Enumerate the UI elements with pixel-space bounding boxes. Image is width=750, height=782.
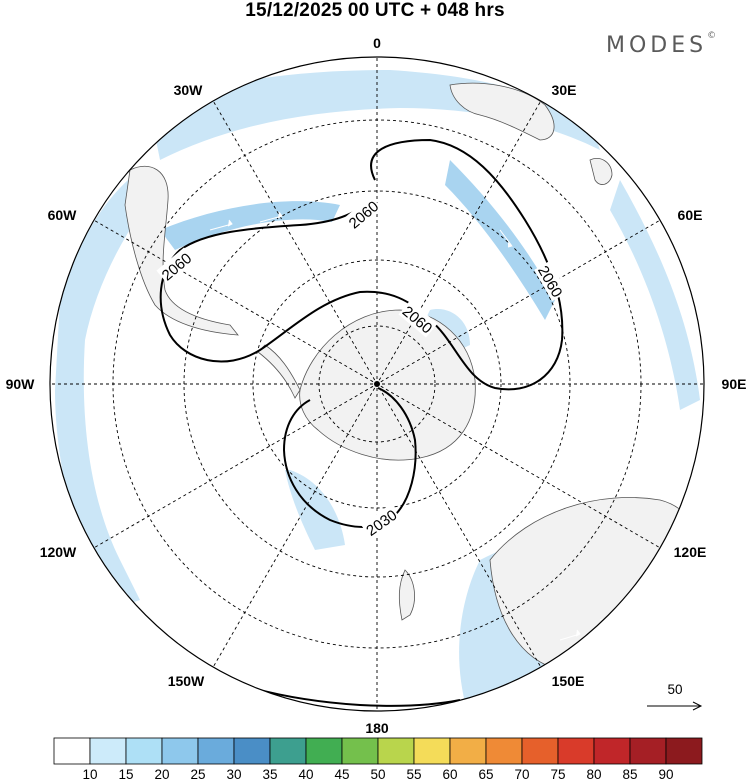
colorbar-swatch (125, 737, 163, 765)
reference-vector: 50 (647, 682, 703, 711)
map-border (49, 56, 705, 712)
colorbar-tick-label: 65 (478, 767, 493, 782)
longitude-label: 60W (48, 207, 78, 223)
wind-band-indian-outer (610, 180, 700, 410)
longitude-labels: 0 30E 60E 90E 120E 150E 180 150W 120W 90… (6, 35, 747, 736)
colorbar-tick-label: 55 (406, 767, 421, 782)
colorbar-tick-label: 35 (262, 767, 277, 782)
wind-arrow (639, 594, 661, 606)
wind-jet-indian (445, 160, 555, 320)
new-zealand (398, 569, 415, 621)
colorbar-swatch (377, 737, 415, 765)
colorbar-swatch (521, 737, 559, 765)
longitude-label: 60E (678, 207, 703, 223)
colorbar-swatch (593, 737, 631, 765)
colorbar-swatch (449, 737, 487, 765)
south-pole-dot (374, 381, 380, 387)
colorbar-tick-label: 45 (334, 767, 349, 782)
colorbar-tick-label: 50 (370, 767, 385, 782)
colorbar-swatch (485, 737, 523, 765)
reference-arrowhead (692, 701, 703, 711)
longitude-label: 150E (552, 673, 585, 689)
brand-name: MODES (606, 33, 708, 58)
longitude-label: 90E (722, 376, 747, 392)
colorbar-tick-label: 70 (514, 767, 529, 782)
longitude-label: 150W (168, 673, 205, 689)
longitude-label: 120W (40, 544, 77, 560)
colorbar-tick-label: 20 (154, 767, 169, 782)
colorbar-swatch (53, 737, 91, 765)
colorbar-swatch (161, 737, 199, 765)
colorbar-swatch (233, 737, 271, 765)
map-disk (50, 57, 704, 711)
wind-arrow (209, 219, 233, 231)
longitude-label: 30E (552, 82, 577, 98)
colorbar-swatch (665, 737, 703, 765)
wind-arrow (499, 229, 514, 248)
colorbar-tick-label: 25 (190, 767, 205, 782)
wind-arrow (559, 629, 581, 641)
colorbar-tick-label: 15 (118, 767, 133, 782)
colorbar-tick-label: 60 (442, 767, 457, 782)
colorbar-swatch (341, 737, 379, 765)
colorbar-swatch (305, 737, 343, 765)
colorbar-swatch (197, 737, 235, 765)
colorbar-swatch (557, 737, 595, 765)
colorbar-swatch (629, 737, 667, 765)
land-masses (124, 82, 704, 673)
colorbar-tick-label: 40 (298, 767, 313, 782)
colorbar: 10 15 20 25 30 35 40 45 50 55 60 65 70 75 80 85 90 (53, 737, 703, 782)
wind-arrow (259, 211, 283, 223)
wind-band-west (55, 170, 150, 610)
modes-logo: MODES© (606, 31, 717, 58)
colorbar-swatch (413, 737, 451, 765)
longitude-label: 0 (373, 35, 381, 51)
madagascar (589, 158, 613, 185)
map-title: 15/12/2025 00 UTC + 048 hrs (245, 0, 505, 21)
copyright-mark: © (707, 31, 717, 41)
colorbar-tick-label: 75 (550, 767, 565, 782)
south-america (124, 165, 239, 336)
colorbar-tick-label: 90 (658, 767, 673, 782)
africa (449, 82, 555, 141)
longitude-label: 90W (6, 376, 36, 392)
colorbar-tick-label: 30 (226, 767, 241, 782)
reference-vector-label: 50 (667, 682, 682, 697)
longitude-label: 120E (674, 544, 707, 560)
colorbar-tick-label: 85 (622, 767, 637, 782)
antarctica (299, 309, 476, 461)
colorbar-tick-label: 10 (82, 767, 97, 782)
longitude-label: 180 (365, 720, 389, 736)
colorbar-swatch (89, 737, 127, 765)
longitude-label: 30W (174, 82, 204, 98)
colorbar-swatch (269, 737, 307, 765)
colorbar-tick-label: 80 (586, 767, 601, 782)
